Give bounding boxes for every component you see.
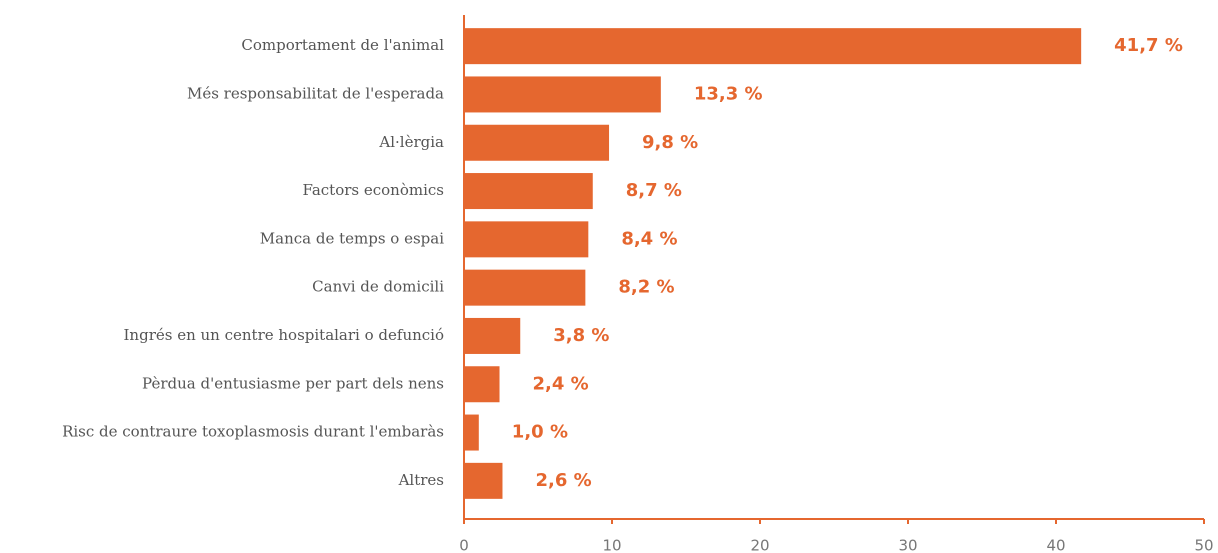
y-tick-label: Al·lèrgia	[378, 133, 444, 151]
y-tick-label: Altres	[398, 471, 444, 489]
x-tick-label: 0	[459, 537, 469, 553]
y-tick-label: Comportament de l'animal	[241, 36, 444, 54]
value-label: 8,7 %	[626, 180, 682, 201]
value-label: 13,3 %	[694, 83, 763, 104]
x-tick-label: 10	[602, 537, 621, 553]
y-tick-label: Manca de temps o espai	[260, 229, 444, 247]
bar	[464, 462, 503, 499]
y-tick-label: Risc de contraure toxoplasmosis durant l…	[62, 423, 444, 441]
bar	[464, 124, 610, 161]
y-tick-label: Pèrdua d'entusiasme per part dels nens	[142, 374, 444, 392]
value-label: 41,7 %	[1114, 35, 1183, 56]
bar	[464, 269, 586, 306]
value-label: 1,0 %	[512, 422, 568, 443]
value-label: 3,8 %	[553, 325, 609, 346]
x-tick-label: 30	[898, 537, 917, 553]
bar	[464, 28, 1082, 65]
x-tick-label: 20	[750, 537, 769, 553]
x-tick-label: 40	[1046, 537, 1065, 553]
y-tick-label: Factors econòmics	[302, 181, 444, 199]
y-tick-label: Ingrés en un centre hospitalari o defunc…	[124, 326, 445, 344]
bar	[464, 173, 593, 210]
value-label: 2,6 %	[535, 470, 591, 491]
bar	[464, 366, 500, 403]
value-label: 2,4 %	[533, 373, 589, 394]
y-tick-label: Canvi de domicili	[312, 278, 444, 296]
y-tick-label: Més responsabilitat de l'esperada	[187, 84, 444, 102]
bar	[464, 76, 661, 113]
bar	[464, 414, 479, 451]
value-label: 9,8 %	[642, 132, 698, 153]
bar	[464, 317, 521, 354]
value-label: 8,4 %	[621, 228, 677, 249]
bar	[464, 221, 589, 258]
value-label: 8,2 %	[618, 277, 674, 298]
x-tick-label: 50	[1194, 537, 1213, 553]
